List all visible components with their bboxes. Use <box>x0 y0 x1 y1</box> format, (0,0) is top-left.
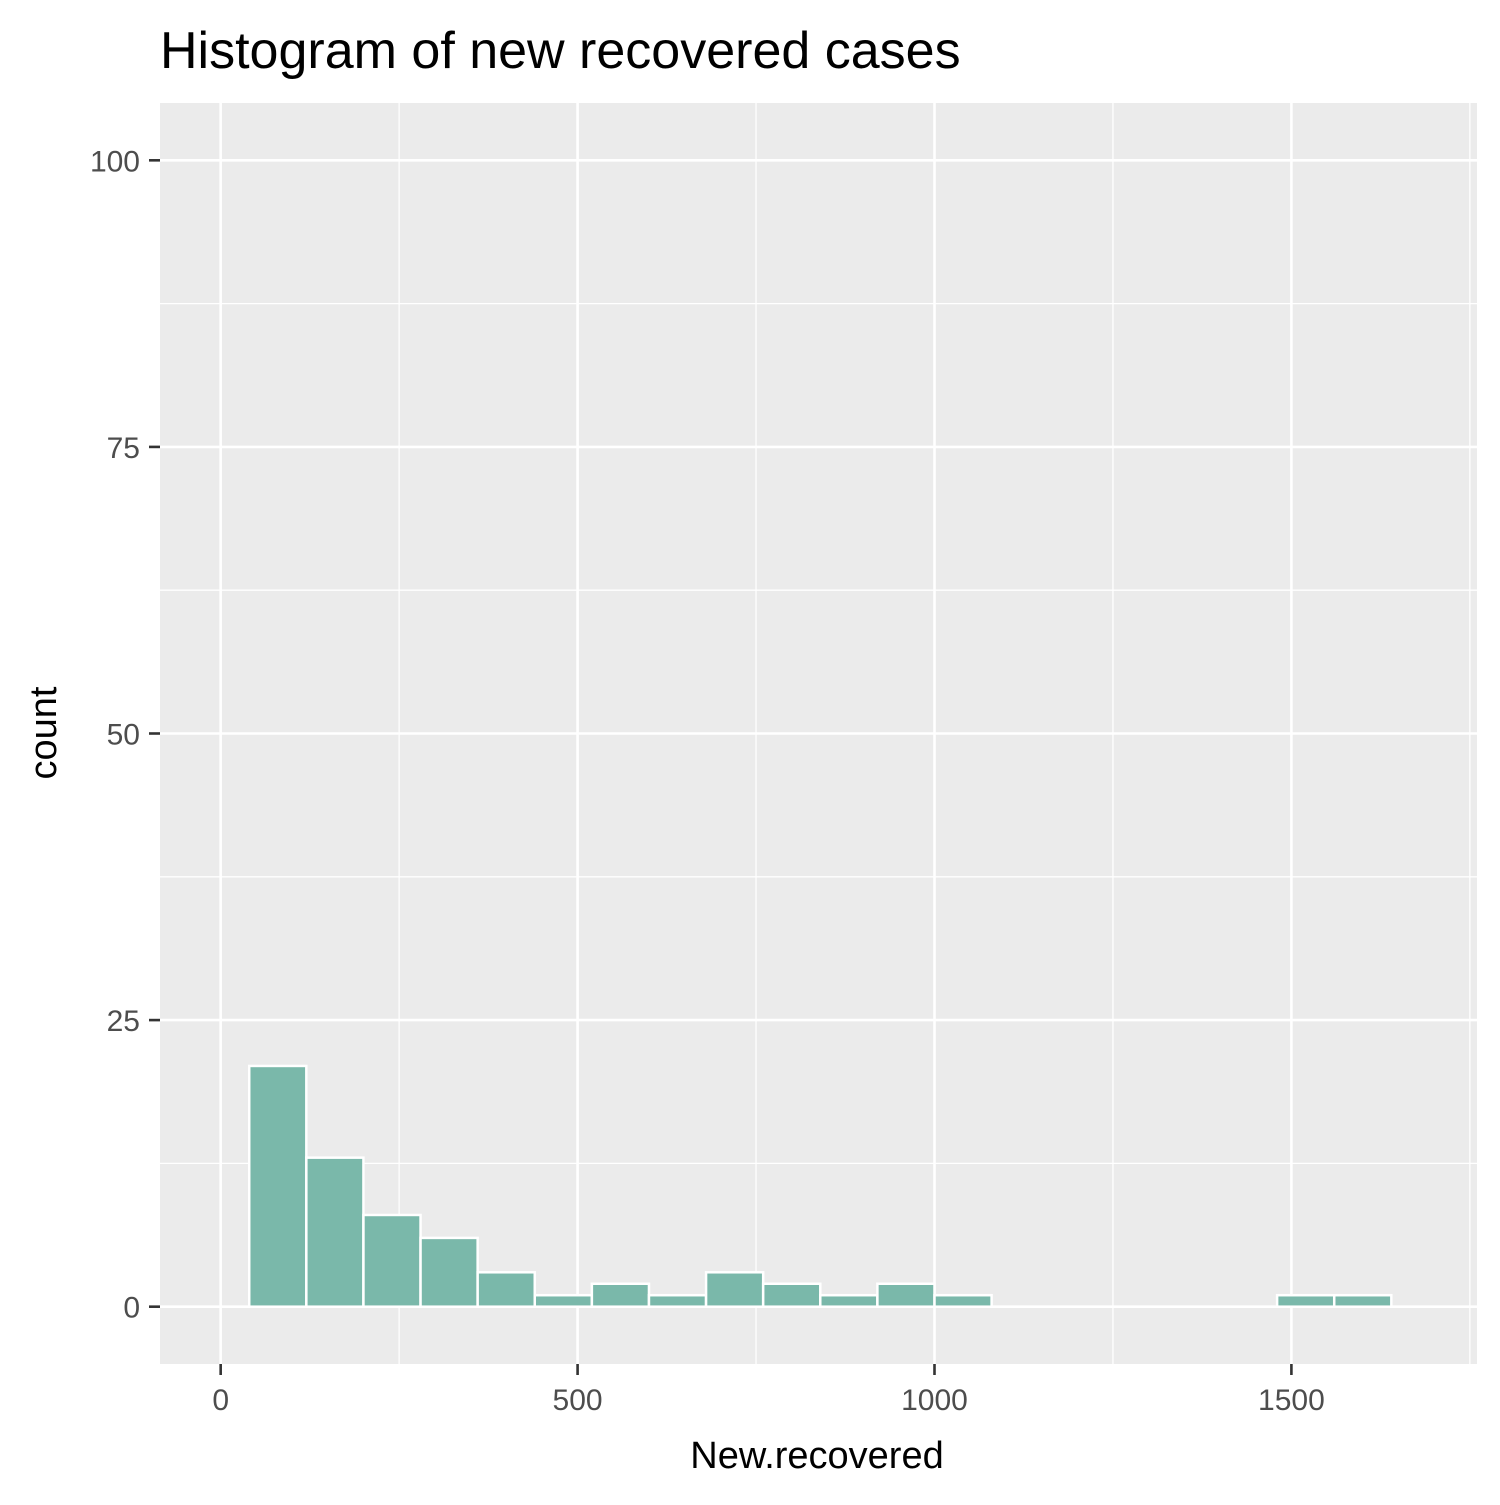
histogram-bar <box>419 1236 479 1308</box>
histogram-bar <box>876 1282 936 1308</box>
histogram-bar <box>247 1064 308 1308</box>
histogram-bar <box>1332 1293 1393 1308</box>
histogram-bar <box>362 1213 422 1308</box>
histogram-bar <box>476 1271 537 1308</box>
x-axis-title: New.recovered <box>690 1435 943 1477</box>
grid-major <box>160 103 1477 1364</box>
histogram-bar <box>647 1293 708 1308</box>
x-axis: 0 500 1000 1500 <box>212 1364 1325 1417</box>
histogram-bar <box>305 1156 365 1308</box>
x-tick-label: 0 <box>212 1384 229 1417</box>
histogram-bar <box>704 1271 765 1308</box>
y-tick-label: 50 <box>107 719 140 752</box>
y-axis: 0 25 50 75 100 <box>90 145 160 1325</box>
histogram-bar <box>533 1293 594 1308</box>
y-tick-label: 75 <box>107 432 140 465</box>
x-tick-label: 1500 <box>1258 1384 1325 1417</box>
histogram-bar <box>819 1293 879 1308</box>
y-tick-label: 0 <box>123 1292 140 1325</box>
histogram-bar <box>590 1282 651 1308</box>
histogram-bar <box>933 1293 993 1308</box>
y-axis-title: count <box>23 686 65 779</box>
histogram-bar <box>761 1282 822 1308</box>
histogram-bar <box>1275 1293 1336 1308</box>
chart-title: Histogram of new recovered cases <box>160 22 961 80</box>
y-tick-label: 100 <box>90 145 140 178</box>
x-tick-label: 500 <box>553 1384 603 1417</box>
histogram-bars <box>247 1064 1393 1308</box>
y-tick-label: 25 <box>107 1005 140 1038</box>
x-tick-label: 1000 <box>901 1384 968 1417</box>
